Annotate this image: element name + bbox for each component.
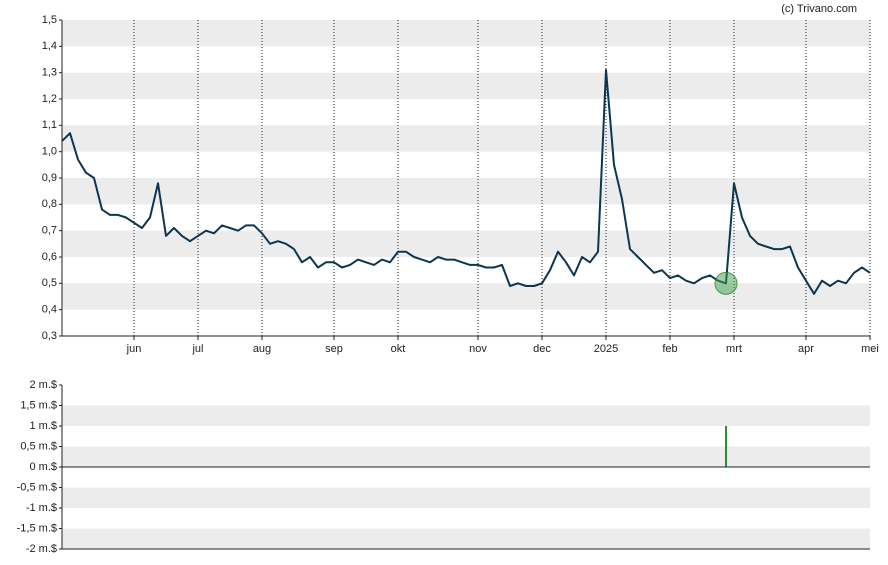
bar: [725, 426, 727, 467]
x-tick-label: 2025: [594, 343, 618, 355]
x-tick-label: apr: [798, 343, 814, 355]
grid-band: [62, 405, 870, 426]
y-tick-label: 1,2: [42, 93, 57, 105]
y-tick-label: 2 m.$: [29, 379, 57, 391]
y-tick-label: 0,6: [42, 251, 57, 263]
y-tick-label: 1,4: [42, 40, 57, 52]
x-tick-label: dec: [533, 343, 551, 355]
grid-band: [62, 528, 870, 549]
x-tick-label: jul: [191, 343, 203, 355]
y-tick-label: 0,7: [42, 225, 57, 237]
x-tick-label: aug: [253, 343, 271, 355]
grid-band: [62, 487, 870, 508]
y-tick-label: 1,3: [42, 67, 57, 79]
y-tick-label: 1,5 m.$: [20, 399, 57, 411]
y-tick-label: 1,1: [42, 119, 57, 131]
x-tick-label: jun: [126, 343, 142, 355]
x-tick-label: feb: [662, 343, 677, 355]
grid-band: [62, 20, 870, 47]
x-tick-label: mrt: [726, 343, 742, 355]
y-tick-label: 0,5 m.$: [20, 440, 57, 452]
y-tick-label: -0,5 m.$: [17, 481, 57, 493]
y-tick-label: 0,9: [42, 172, 57, 184]
y-tick-label: 0,8: [42, 198, 57, 210]
y-tick-label: 0 m.$: [29, 461, 57, 473]
grid-band: [62, 283, 870, 310]
grid-band: [62, 72, 870, 99]
grid-band: [62, 125, 870, 152]
y-tick-label: -1,5 m.$: [17, 522, 57, 534]
x-tick-label: sep: [325, 343, 343, 355]
x-tick-label: okt: [391, 343, 406, 355]
grid-band: [62, 446, 870, 467]
y-tick-label: 0,4: [42, 304, 57, 316]
y-tick-label: 1 m.$: [29, 420, 57, 432]
trade-marker: [714, 271, 738, 295]
y-tick-label: -1 m.$: [26, 502, 57, 514]
y-tick-label: 0,5: [42, 277, 57, 289]
y-tick-label: 1,5: [42, 14, 57, 26]
grid-band: [62, 230, 870, 257]
y-tick-label: -2 m.$: [26, 543, 57, 555]
grid-band: [62, 178, 870, 205]
y-tick-label: 0,3: [42, 330, 57, 342]
price-line: [61, 69, 871, 295]
x-tick-label: mei: [861, 343, 879, 355]
y-tick-label: 1,0: [42, 146, 57, 158]
x-tick-label: nov: [469, 343, 487, 355]
credit: (c) Trivano.com: [781, 3, 857, 15]
